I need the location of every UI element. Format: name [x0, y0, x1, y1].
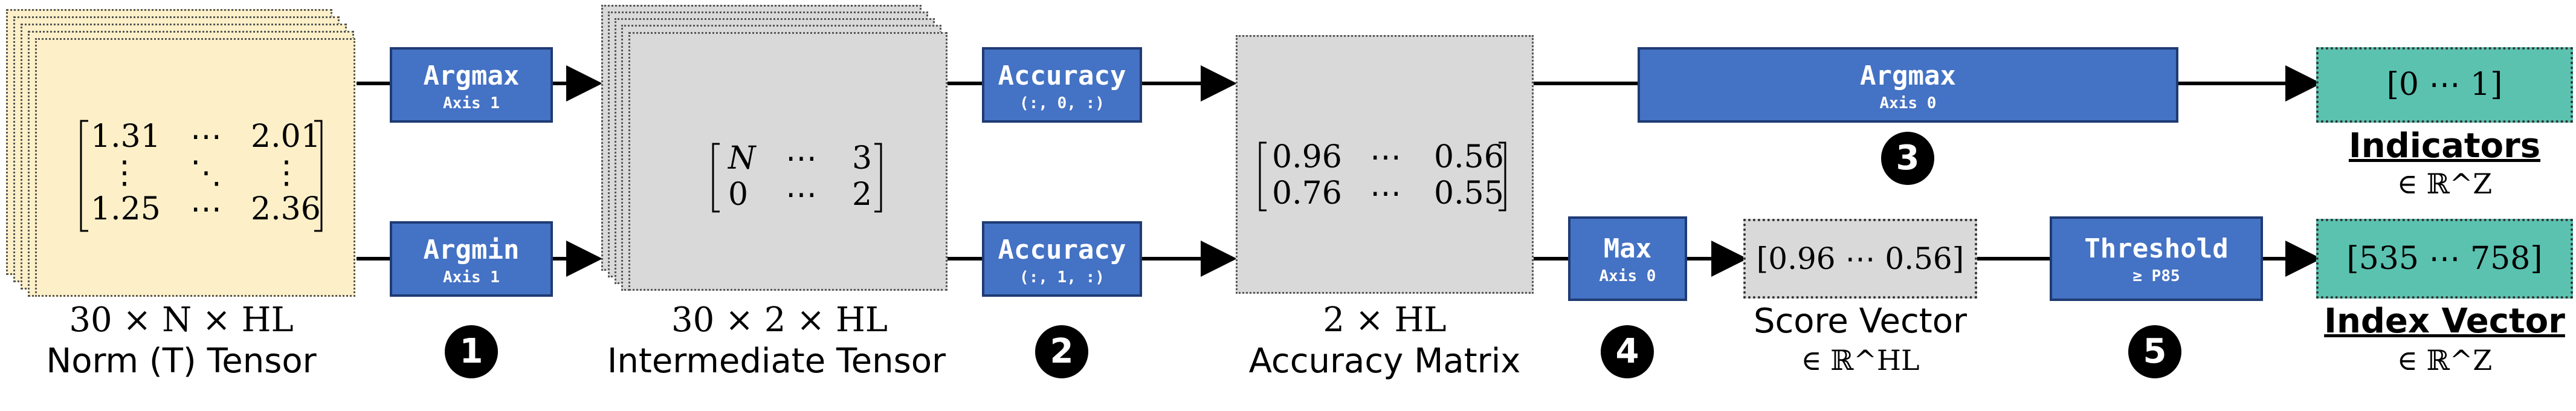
op-title: Accuracy [998, 235, 1126, 265]
index-vector-domain: ∈ ℝ^Z [2397, 344, 2493, 377]
index-vector-box: [535 ⋯ 758] [2316, 219, 2573, 299]
step-badge-2: 2 [1035, 325, 1088, 378]
matrix-cell: ⋯ [786, 176, 817, 213]
op-subtitle: Axis 1 [443, 94, 500, 112]
matrix-cell: 0.56 [1434, 139, 1504, 175]
matrix-cell: ⋮ [271, 155, 302, 191]
argmin-axis1-box: Argmin Axis 1 [390, 221, 553, 297]
score-vector-value: [0.96 ⋯ 0.56] [1756, 241, 1964, 276]
op-subtitle: Axis 1 [443, 268, 500, 286]
intermediate-tensor-shape: 30 × 2 × HL [671, 300, 888, 340]
op-title: Argmin [423, 235, 520, 265]
matrix-cell: 2.36 [251, 191, 321, 227]
score-vector-box: [0.96 ⋯ 0.56] [1743, 219, 1977, 299]
matrix-cell: 3 [852, 140, 873, 176]
matrix-cell: 0.55 [1434, 175, 1504, 212]
matrix-cell: ⋯ [190, 191, 222, 227]
score-vector-label: Score Vector [1753, 302, 1968, 341]
op-title: Max [1603, 233, 1652, 264]
op-subtitle: (:, 0, :) [1019, 94, 1105, 112]
score-vector-domain: ∈ ℝ^HL [1801, 344, 1920, 377]
index-vector-value: [535 ⋯ 758] [2346, 241, 2543, 277]
threshold-box: Threshold ≥ P85 [2050, 216, 2263, 301]
matrix-cell: 2.01 [251, 118, 321, 155]
indicators-value: [0 ⋯ 1] [2386, 66, 2503, 103]
op-title: Argmax [1860, 60, 1956, 91]
matrix-cell: ⋯ [1370, 139, 1401, 175]
matrix-cell: 0 [728, 176, 749, 213]
step-badge-4: 4 [1601, 325, 1654, 378]
matrix-cell: 0.76 [1272, 175, 1342, 212]
matrix-cell: ⋮ [109, 155, 140, 191]
matrix-cell: ⋯ [786, 140, 817, 176]
matrix-cell: N [728, 140, 756, 176]
op-title: Accuracy [998, 60, 1126, 91]
matrix-cell: ⋯ [190, 118, 222, 155]
matrix-brackets [1259, 141, 1506, 212]
argmax-axis1-box: Argmax Axis 1 [390, 47, 553, 123]
step-badge-3: 3 [1881, 132, 1934, 185]
op-subtitle: Axis 0 [1879, 94, 1937, 112]
matrix-cell: ⋯ [1370, 175, 1401, 212]
indicators-label: Indicators [2348, 126, 2541, 166]
indicators-box: [0 ⋯ 1] [2316, 47, 2573, 123]
matrix-brackets [80, 120, 323, 232]
indicators-domain: ∈ ℝ^Z [2397, 167, 2493, 200]
matrix-cell: 0.96 [1272, 139, 1342, 175]
op-subtitle: Axis 0 [1599, 267, 1656, 285]
index-vector-label: Index Vector [2324, 302, 2565, 341]
op-subtitle: ≥ P85 [2132, 267, 2180, 285]
matrix-cell: 1.25 [91, 191, 161, 227]
matrix-cell: 1.31 [91, 118, 161, 155]
op-title: Threshold [2084, 233, 2229, 264]
max-axis0-box: Max Axis 0 [1568, 216, 1687, 301]
accuracy-matrix-shape: 2 × HL [1323, 300, 1447, 340]
accuracy-0-box: Accuracy (:, 0, :) [982, 47, 1142, 123]
accuracy-1-box: Accuracy (:, 1, :) [982, 221, 1142, 297]
matrix-cell: ⋱ [190, 155, 222, 191]
argmax-axis0-box: Argmax Axis 0 [1638, 47, 2178, 123]
norm-tensor-label: Norm (T) Tensor [46, 341, 317, 381]
step-badge-1: 1 [445, 325, 498, 378]
op-title: Argmax [423, 60, 520, 91]
norm-tensor-shape: 30 × N × HL [69, 300, 294, 340]
matrix-brackets [712, 143, 882, 213]
matrix-cell: 2 [852, 176, 873, 213]
op-subtitle: (:, 1, :) [1019, 268, 1105, 286]
intermediate-tensor-label: Intermediate Tensor [607, 341, 946, 381]
accuracy-matrix-label: Accuracy Matrix [1248, 341, 1521, 381]
step-badge-5: 5 [2128, 325, 2181, 378]
